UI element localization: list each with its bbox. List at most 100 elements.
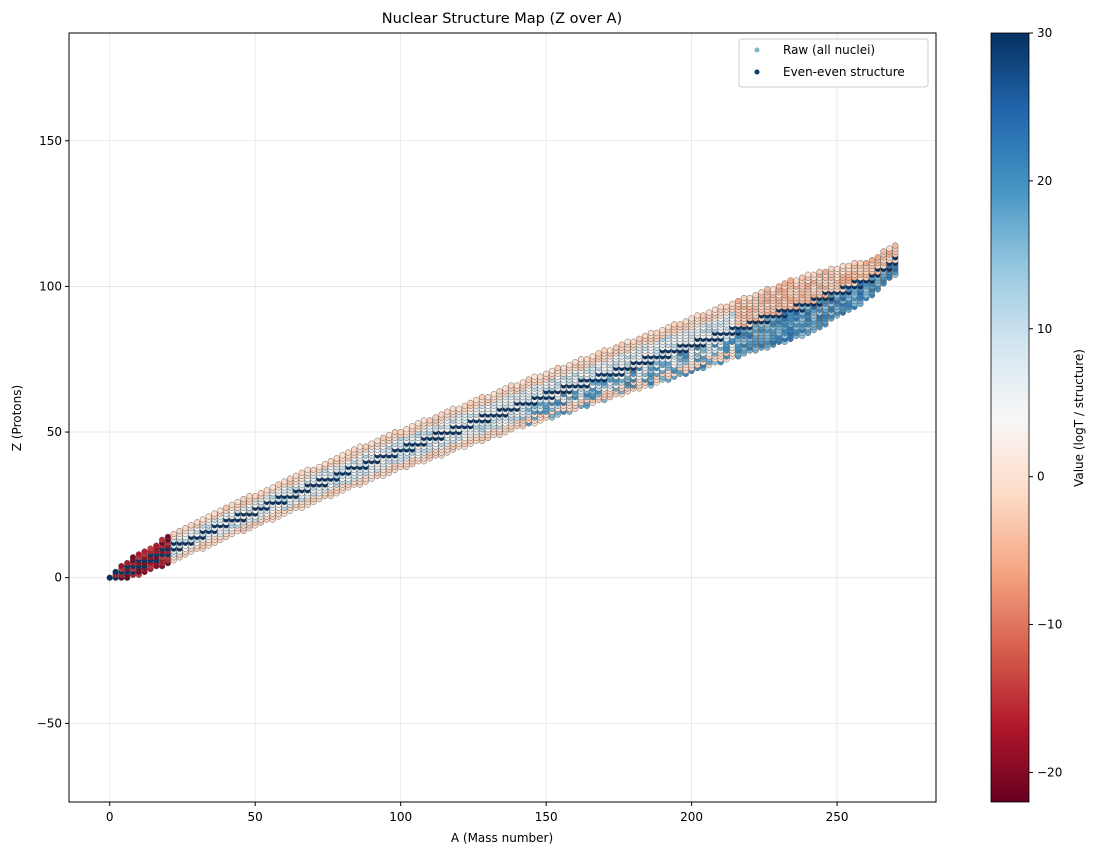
raw-point bbox=[514, 383, 520, 389]
colorbar-tick-label: 10 bbox=[1037, 322, 1052, 336]
raw-point bbox=[695, 313, 701, 319]
raw-point bbox=[153, 543, 159, 549]
raw-point bbox=[223, 505, 229, 511]
raw-point bbox=[206, 514, 212, 520]
raw-point bbox=[578, 356, 584, 362]
y-tick-label: 50 bbox=[47, 425, 62, 439]
colorbar-tick-label: −20 bbox=[1037, 765, 1062, 779]
legend-raw-label: Raw (all nuclei) bbox=[783, 43, 875, 57]
raw-point bbox=[665, 324, 671, 330]
raw-point bbox=[549, 368, 555, 374]
raw-point bbox=[415, 420, 421, 426]
raw-point bbox=[433, 415, 439, 421]
raw-point bbox=[485, 394, 491, 400]
raw-point bbox=[194, 520, 200, 526]
raw-point bbox=[712, 307, 718, 313]
raw-point bbox=[671, 321, 677, 327]
colorbar-gradient bbox=[991, 33, 1029, 802]
raw-point bbox=[258, 490, 264, 496]
raw-point bbox=[852, 260, 858, 266]
raw-point bbox=[654, 330, 660, 336]
legend-raw-marker bbox=[755, 48, 760, 53]
y-axis-label: Z (Protons) bbox=[10, 385, 24, 451]
raw-point bbox=[491, 391, 497, 397]
raw-point bbox=[305, 467, 311, 473]
raw-point bbox=[543, 371, 549, 377]
raw-point bbox=[217, 508, 223, 514]
raw-point bbox=[363, 444, 369, 450]
raw-point bbox=[660, 327, 666, 333]
raw-point bbox=[858, 260, 864, 266]
raw-point bbox=[142, 549, 148, 555]
raw-point bbox=[235, 499, 241, 505]
raw-point bbox=[799, 275, 805, 281]
raw-point bbox=[380, 435, 386, 441]
raw-point bbox=[351, 447, 357, 453]
colorbar-label: Value (logT / structure) bbox=[1072, 349, 1086, 487]
raw-point bbox=[316, 464, 322, 470]
raw-point bbox=[590, 353, 596, 359]
raw-point bbox=[136, 552, 142, 558]
raw-point bbox=[247, 493, 253, 499]
raw-point bbox=[625, 339, 631, 345]
raw-point bbox=[753, 292, 759, 298]
raw-point bbox=[287, 476, 293, 482]
raw-point bbox=[177, 528, 183, 534]
raw-point bbox=[241, 496, 247, 502]
y-tick-label: 0 bbox=[54, 571, 62, 585]
raw-point bbox=[700, 313, 706, 319]
raw-point bbox=[887, 246, 893, 252]
raw-point bbox=[398, 429, 404, 435]
raw-point bbox=[846, 263, 852, 269]
raw-point bbox=[572, 359, 578, 365]
raw-point bbox=[503, 386, 509, 392]
raw-point bbox=[148, 546, 154, 552]
raw-point bbox=[741, 295, 747, 301]
raw-point bbox=[776, 284, 782, 290]
raw-point bbox=[601, 348, 607, 354]
raw-point bbox=[729, 301, 735, 307]
raw-point bbox=[369, 441, 375, 447]
x-tick-label: 250 bbox=[826, 810, 849, 824]
raw-point bbox=[811, 272, 817, 278]
raw-point bbox=[375, 438, 381, 444]
raw-point bbox=[479, 394, 485, 400]
raw-point bbox=[561, 365, 567, 371]
raw-point bbox=[636, 336, 642, 342]
raw-point bbox=[613, 345, 619, 351]
raw-point bbox=[764, 286, 770, 292]
raw-point bbox=[875, 254, 881, 260]
raw-point bbox=[340, 453, 346, 459]
raw-point bbox=[782, 281, 788, 287]
raw-point bbox=[706, 310, 712, 316]
raw-point bbox=[299, 470, 305, 476]
raw-point bbox=[881, 249, 887, 255]
raw-point bbox=[718, 304, 724, 310]
raw-point bbox=[130, 554, 136, 560]
raw-point bbox=[817, 269, 823, 275]
colorbar-tick-label: 30 bbox=[1037, 26, 1052, 40]
raw-point bbox=[264, 487, 270, 493]
x-tick-label: 100 bbox=[389, 810, 412, 824]
colorbar-tick-label: −10 bbox=[1037, 618, 1062, 632]
raw-point bbox=[619, 342, 625, 348]
raw-point bbox=[450, 406, 456, 412]
raw-point bbox=[724, 304, 730, 310]
raw-point bbox=[759, 289, 765, 295]
raw-point bbox=[183, 525, 189, 531]
y-axis: −50 0 50 100 150 bbox=[37, 134, 69, 731]
colorbar-tick-label: 0 bbox=[1037, 470, 1045, 484]
x-tick-label: 0 bbox=[106, 810, 114, 824]
raw-point bbox=[404, 426, 410, 432]
raw-point bbox=[869, 257, 875, 263]
x-tick-label: 200 bbox=[680, 810, 703, 824]
raw-point bbox=[584, 356, 590, 362]
raw-point bbox=[689, 316, 695, 322]
raw-point bbox=[508, 383, 514, 389]
x-axis-label: A (Mass number) bbox=[451, 831, 553, 845]
raw-point bbox=[229, 502, 235, 508]
raw-point bbox=[828, 266, 834, 272]
raw-point bbox=[119, 563, 125, 569]
